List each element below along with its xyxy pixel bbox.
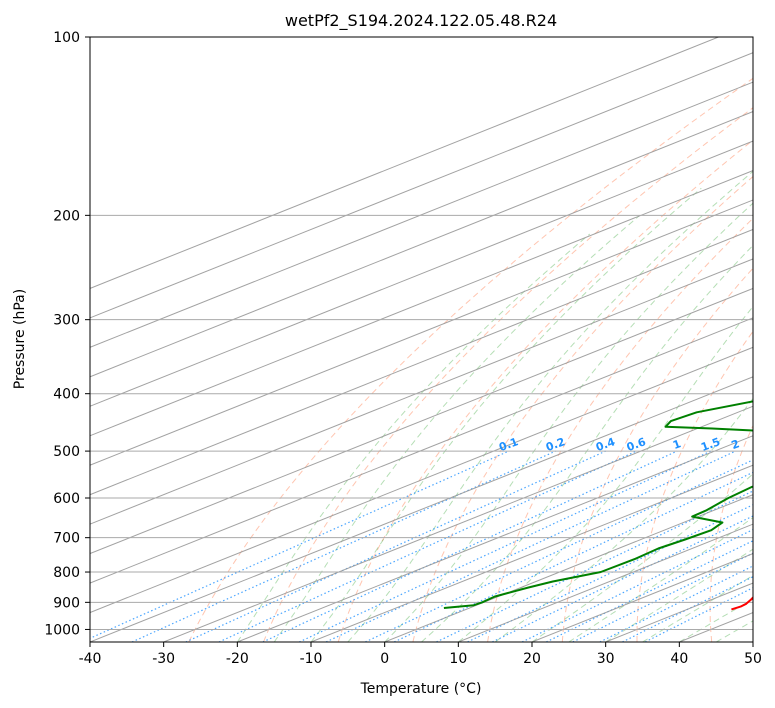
mixing-ratio-line	[262, 450, 678, 642]
mixing-ratio-line	[90, 450, 510, 639]
mixing-ratio-line	[622, 576, 753, 642]
mixing-ratio-line	[599, 565, 753, 642]
x-tick-label: 40	[670, 651, 688, 667]
plot-frame	[89, 36, 754, 643]
isotherm-line	[90, 169, 753, 437]
x-tick-label: 20	[523, 651, 541, 667]
dry-adiabat	[561, 267, 753, 642]
moist-adiabat	[236, 233, 591, 642]
isotherm-line	[90, 317, 753, 584]
mixing-ratio-line	[298, 450, 712, 642]
mixing-ratio-label: 2	[730, 437, 742, 452]
dry-adiabat	[636, 330, 753, 642]
moist-adiabat	[457, 305, 753, 642]
x-tick-label: -40	[79, 651, 102, 667]
mixing-ratio-label: 1	[671, 437, 683, 452]
mixing-ratio-line	[467, 504, 753, 642]
moist-adiabat	[642, 574, 753, 642]
mixing-ratio-line	[546, 540, 753, 642]
isotherm-line	[90, 199, 753, 466]
pressure-gridlines	[90, 37, 753, 630]
isotherm-line	[90, 258, 753, 525]
isotherm-line	[458, 523, 753, 642]
x-axis-ticks: -40 -30 -20 -10 0 10 20 30 40 50	[79, 642, 762, 667]
moist-adiabat	[347, 170, 753, 642]
isotherm-line	[90, 346, 753, 614]
isotherm-line	[384, 494, 753, 642]
isotherm-line	[90, 140, 753, 407]
isotherm-line	[163, 405, 753, 642]
y-tick-label: 500	[53, 444, 80, 460]
y-tick-label: 600	[53, 491, 80, 507]
mixing-ratio-label: 0.6	[625, 435, 648, 454]
mixing-ratio-line	[218, 450, 637, 642]
mixing-ratio-label: 0.1	[497, 435, 520, 454]
x-tick-label: 0	[380, 651, 389, 667]
x-tick-label: 10	[449, 651, 467, 667]
y-tick-label: 800	[53, 565, 80, 581]
y-tick-label: 100	[53, 30, 80, 46]
isotherm-line	[90, 111, 753, 378]
isotherm-line	[90, 376, 753, 642]
isotherm-line	[90, 52, 753, 319]
skewed-isotherms	[90, 37, 753, 642]
x-tick-label: -30	[152, 651, 175, 667]
plot-area: -100-90-80-70-60-50-40-30-20-10010203040…	[90, 37, 753, 642]
isotherm-line	[90, 287, 753, 555]
mixing-ratio-line	[436, 490, 753, 642]
mixing-ratio-line	[131, 450, 556, 642]
y-tick-label: 900	[53, 595, 80, 611]
mixing-ratio-label: 0.4	[594, 435, 617, 454]
y-tick-label: 300	[53, 313, 80, 329]
isotherm-line	[90, 228, 753, 496]
mixing-ratio-labels: 0.10.20.40.611.52346810131620253036	[497, 435, 742, 454]
dry-adiabat	[487, 217, 753, 642]
mixing-ratio-line	[185, 450, 606, 642]
y-axis-ticks: 100 200 300 400 500 600 700 800 900 1000	[44, 30, 90, 638]
y-axis-label: Pressure (hPa)	[12, 289, 28, 389]
x-tick-label: -10	[300, 651, 323, 667]
moist-adiabat	[531, 473, 753, 642]
moist-adiabat	[421, 244, 753, 642]
y-tick-label: 1000	[44, 622, 80, 638]
x-tick-label: 30	[597, 651, 615, 667]
dewpoint-profile-line	[443, 400, 753, 609]
y-tick-label: 400	[53, 387, 80, 403]
mixing-ratio-line	[572, 552, 753, 642]
chart-title: wetPf2_S194.2024.122.05.48.R24	[285, 11, 557, 31]
dry-adiabat	[188, 77, 753, 642]
isotherm-line	[90, 81, 753, 348]
isotherm-line	[237, 435, 753, 642]
mixing-ratio-lines	[90, 450, 753, 642]
x-tick-label: 50	[744, 651, 762, 667]
x-tick-label: -20	[226, 651, 249, 667]
y-tick-label: 700	[53, 531, 80, 547]
mixing-ratio-label: 1.5	[699, 435, 722, 454]
isotherm-line	[90, 37, 719, 289]
isotherm-line	[310, 464, 753, 642]
mixing-ratio-line	[393, 471, 753, 642]
dry-adiabat	[412, 175, 753, 642]
mixing-ratio-label: 0.2	[544, 435, 567, 454]
profile-lines	[443, 400, 753, 611]
y-tick-label: 200	[53, 208, 80, 224]
mixing-ratio-line	[644, 587, 753, 642]
x-axis-label: Temperature (°C)	[360, 681, 482, 697]
mixing-ratio-line	[325, 450, 736, 642]
